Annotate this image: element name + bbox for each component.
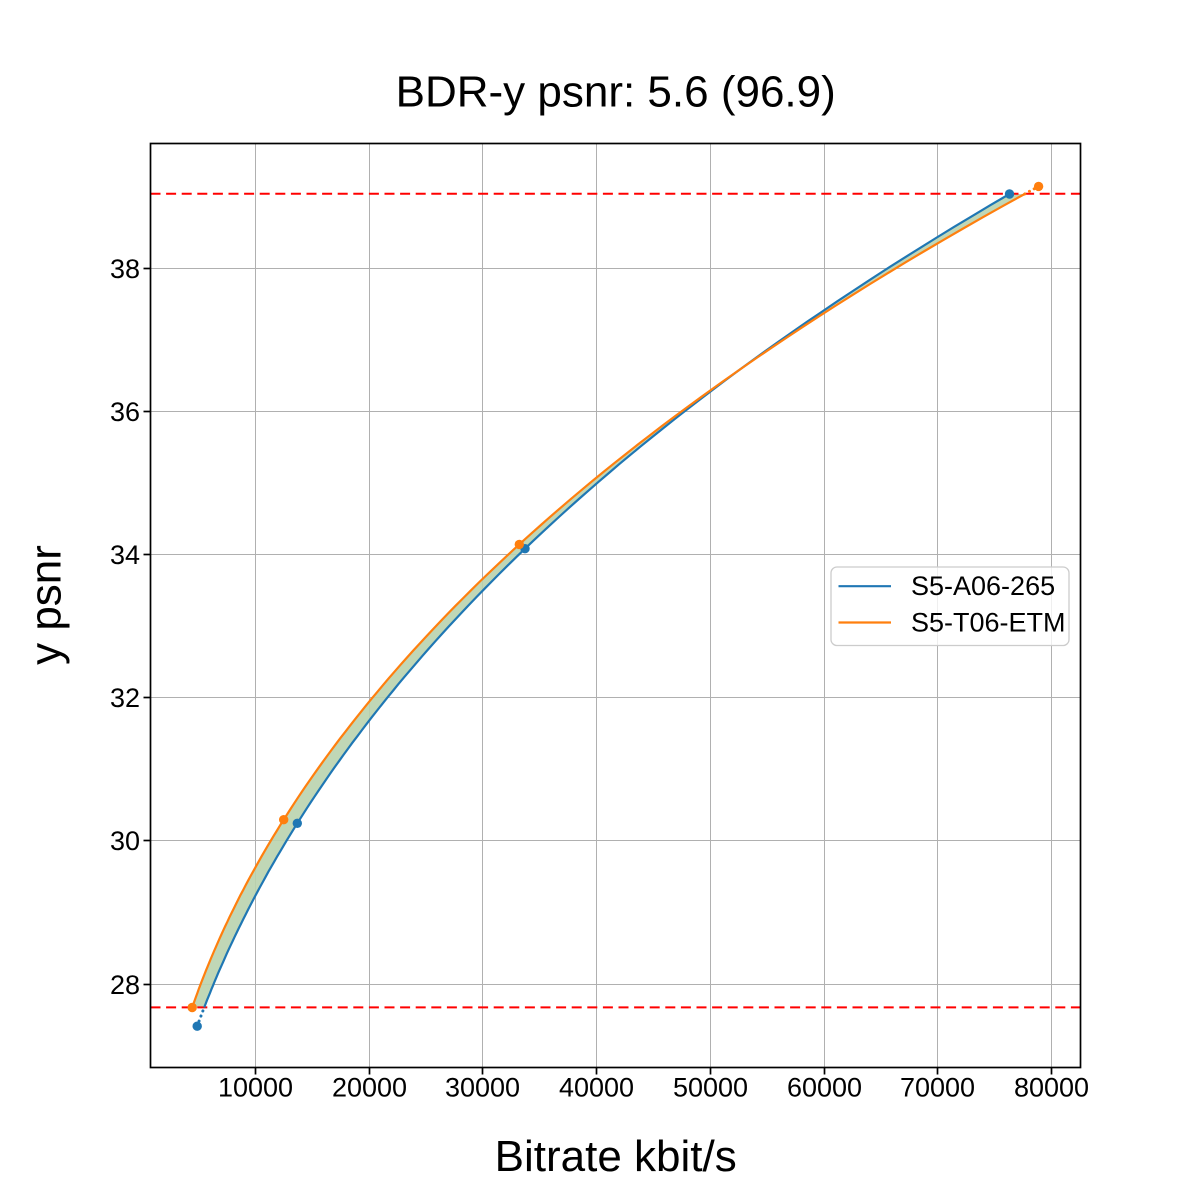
svg-text:BDR-y psnr: 5.6 (96.9): BDR-y psnr: 5.6 (96.9) <box>396 68 836 117</box>
svg-text:38: 38 <box>110 254 140 284</box>
svg-text:36: 36 <box>110 397 140 427</box>
svg-text:y psnr: y psnr <box>22 545 71 665</box>
svg-text:S5-T06-ETM: S5-T06-ETM <box>911 608 1066 638</box>
svg-text:Bitrate kbit/s: Bitrate kbit/s <box>495 1132 737 1181</box>
svg-text:34: 34 <box>110 540 140 570</box>
svg-text:32: 32 <box>110 683 140 713</box>
svg-text:40000: 40000 <box>559 1073 634 1103</box>
svg-text:S5-A06-265: S5-A06-265 <box>911 571 1055 601</box>
svg-text:28: 28 <box>110 970 140 1000</box>
svg-text:30000: 30000 <box>445 1073 520 1103</box>
svg-text:60000: 60000 <box>787 1073 862 1103</box>
svg-text:80000: 80000 <box>1014 1073 1089 1103</box>
svg-text:20000: 20000 <box>332 1073 407 1103</box>
svg-text:50000: 50000 <box>673 1073 748 1103</box>
svg-text:10000: 10000 <box>218 1073 293 1103</box>
svg-text:70000: 70000 <box>900 1073 975 1103</box>
svg-text:30: 30 <box>110 826 140 856</box>
